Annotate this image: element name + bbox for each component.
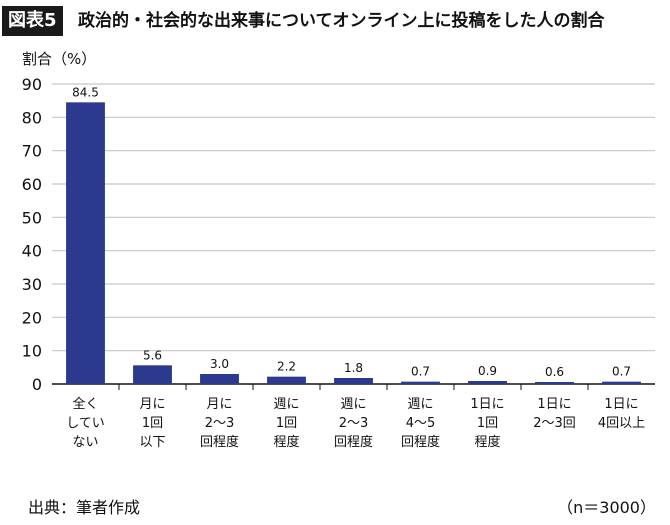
category-label: 1日に 1回程度: [470, 397, 504, 450]
data-label: 0.6: [545, 365, 564, 379]
y-axis-title: 割合（%）: [22, 50, 96, 68]
bar: [267, 376, 306, 384]
bar: [334, 378, 373, 384]
figure-header: 図表5 政治的・社会的な出来事についてオンライン上に投稿をした人の割合: [0, 0, 670, 40]
category-label: 週に 4〜5 回程度: [401, 397, 440, 450]
data-label: 5.6: [143, 348, 162, 362]
figure-label: 図表5: [2, 6, 63, 36]
category-label: 週に 1回程度: [273, 397, 299, 450]
bar: [468, 381, 507, 384]
category-label: 月に 2〜3 回程度: [200, 397, 239, 450]
bar: [602, 381, 641, 384]
bar: [401, 381, 440, 384]
category-label: 1日に 2〜3回: [533, 397, 576, 431]
category-label: 週に 2〜3 回程度: [334, 397, 373, 450]
sample-size: （n＝3000）: [557, 498, 656, 517]
bar: [133, 365, 172, 384]
data-label: 0.7: [411, 365, 430, 379]
bar: [66, 102, 105, 384]
category-label: 1日に 4回以上: [598, 397, 645, 431]
source-note: 出典：筆者作成: [28, 498, 141, 517]
data-label: 0.9: [478, 364, 497, 378]
y-tick-label: 20: [22, 308, 42, 327]
data-label: 2.2: [277, 360, 296, 374]
y-tick-label: 50: [22, 208, 42, 227]
y-tick-label: 10: [22, 342, 42, 361]
category-label: 月に 1回以下: [139, 397, 165, 450]
data-label: 1.8: [344, 361, 363, 375]
figure-title: 政治的・社会的な出来事についてオンライン上に投稿をした人の割合: [78, 11, 605, 31]
y-tick-label: 80: [22, 108, 42, 127]
data-label: 3.0: [210, 357, 229, 371]
data-label: 0.7: [612, 365, 631, 379]
y-tick-label: 60: [22, 175, 42, 194]
data-label: 84.5: [72, 85, 99, 99]
y-tick-label: 0: [32, 375, 42, 394]
y-tick-label: 30: [22, 275, 42, 294]
y-tick-label: 90: [22, 75, 42, 94]
y-tick-label: 70: [22, 142, 42, 161]
category-label: 全くしていない: [66, 396, 105, 450]
bar: [200, 374, 239, 384]
y-tick-label: 40: [22, 242, 42, 261]
bar: [535, 382, 574, 384]
